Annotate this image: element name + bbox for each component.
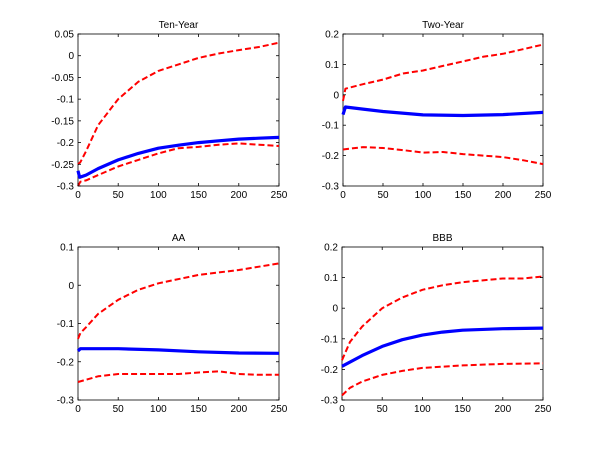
series-line-estimate	[341, 326, 544, 368]
y-tick-label: 0.1	[325, 60, 339, 71]
x-tick-label: 100	[150, 404, 167, 415]
x-tick-label: 50	[377, 404, 389, 415]
series-line-lower-band	[342, 146, 544, 166]
axes-frame	[77, 246, 280, 401]
series-line-estimate	[76, 135, 280, 179]
subplot-title: AA	[172, 233, 186, 244]
x-tick-label: 250	[535, 404, 552, 415]
x-tick-label: 200	[495, 190, 512, 201]
y-tick-label: 0	[332, 304, 338, 315]
subplot-aa: 0 50 100 150 200 250 0.1 0 -0.1 -0.2 -0.3 AA	[57, 233, 288, 415]
x-tick-label: 150	[190, 404, 207, 415]
y-tick-label: -0.3	[57, 396, 75, 407]
x-tick-label: 100	[415, 190, 432, 201]
y-tick-label: -0.2	[57, 357, 75, 368]
x-tick-label: 200	[230, 404, 247, 415]
x-tick-label: 150	[454, 404, 471, 415]
x-tick-label: 150	[190, 190, 207, 201]
y-tick-label: 0.2	[324, 243, 338, 254]
x-tick-label: 150	[455, 190, 472, 201]
x-tick-label: 250	[271, 404, 288, 415]
y-tick-label: 0	[333, 90, 339, 101]
series-line-upper-band	[341, 275, 544, 361]
y-tick-label: 0.1	[324, 273, 338, 284]
y-tick-label: -0.2	[322, 151, 340, 162]
y-tick-label: -0.2	[57, 138, 75, 149]
y-tick-label: -0.1	[57, 319, 75, 330]
subplot-title: Two-Year	[422, 20, 465, 31]
series-line-lower-band	[77, 142, 280, 187]
x-tick-label: 200	[494, 404, 511, 415]
y-tick-label: 0	[68, 281, 74, 292]
y-tick-label: -0.15	[51, 116, 74, 127]
y-tick-label: -0.2	[321, 365, 339, 376]
series-line-estimate	[341, 105, 544, 118]
series-line-upper-band	[77, 41, 280, 166]
y-tick-label: -0.3	[57, 182, 75, 193]
x-tick-label: 50	[113, 404, 125, 415]
axes-frame	[77, 33, 280, 187]
subplot-title: BBB	[432, 233, 452, 244]
y-tick-label: 0	[68, 51, 74, 62]
y-tick-label: -0.1	[321, 334, 339, 345]
x-tick-label: 100	[150, 190, 167, 201]
x-tick-label: 50	[113, 190, 125, 201]
series-line-lower-band	[77, 370, 279, 383]
x-tick-label: 250	[535, 190, 552, 201]
series-line-lower-band	[341, 362, 544, 397]
y-tick-label: -0.1	[57, 95, 75, 106]
y-tick-label: -0.05	[51, 73, 74, 84]
x-tick-label: 100	[414, 404, 431, 415]
subplot-bbb: 0 50 100 150 200 250 0.2 0.1 0 -0.1 -0.2 -0.3 BBB	[321, 233, 552, 415]
subplot-title: Ten-Year	[159, 20, 199, 31]
subplot-ten-year: 0 50 100 150 200 250 0.05 0 -0.05 -0.1 -0.15 -0.2 -0…	[51, 20, 288, 201]
series-line-upper-band	[77, 262, 280, 340]
x-tick-label: 250	[271, 190, 288, 201]
x-tick-label: 0	[339, 404, 345, 415]
y-tick-label: -0.25	[51, 160, 74, 171]
series-line-upper-band	[342, 43, 544, 102]
series-line-estimate	[76, 347, 280, 355]
x-tick-label: 50	[377, 190, 389, 201]
y-tick-label: 0.2	[325, 30, 339, 41]
y-tick-label: 0.05	[55, 30, 75, 41]
y-tick-label: -0.1	[322, 121, 340, 132]
axes-frame	[341, 246, 544, 401]
x-tick-label: 0	[75, 190, 81, 201]
y-tick-label: 0.1	[60, 243, 74, 254]
y-tick-label: -0.3	[321, 396, 339, 407]
x-tick-label: 200	[230, 190, 247, 201]
x-tick-label: 0	[340, 190, 346, 201]
y-tick-label: -0.3	[322, 182, 340, 193]
subplot-two-year: 0 50 100 150 200 250 0.2 0.1 0 -0.1 -0.2 -0.3 Two-Ye…	[322, 20, 552, 201]
x-tick-label: 0	[75, 404, 81, 415]
